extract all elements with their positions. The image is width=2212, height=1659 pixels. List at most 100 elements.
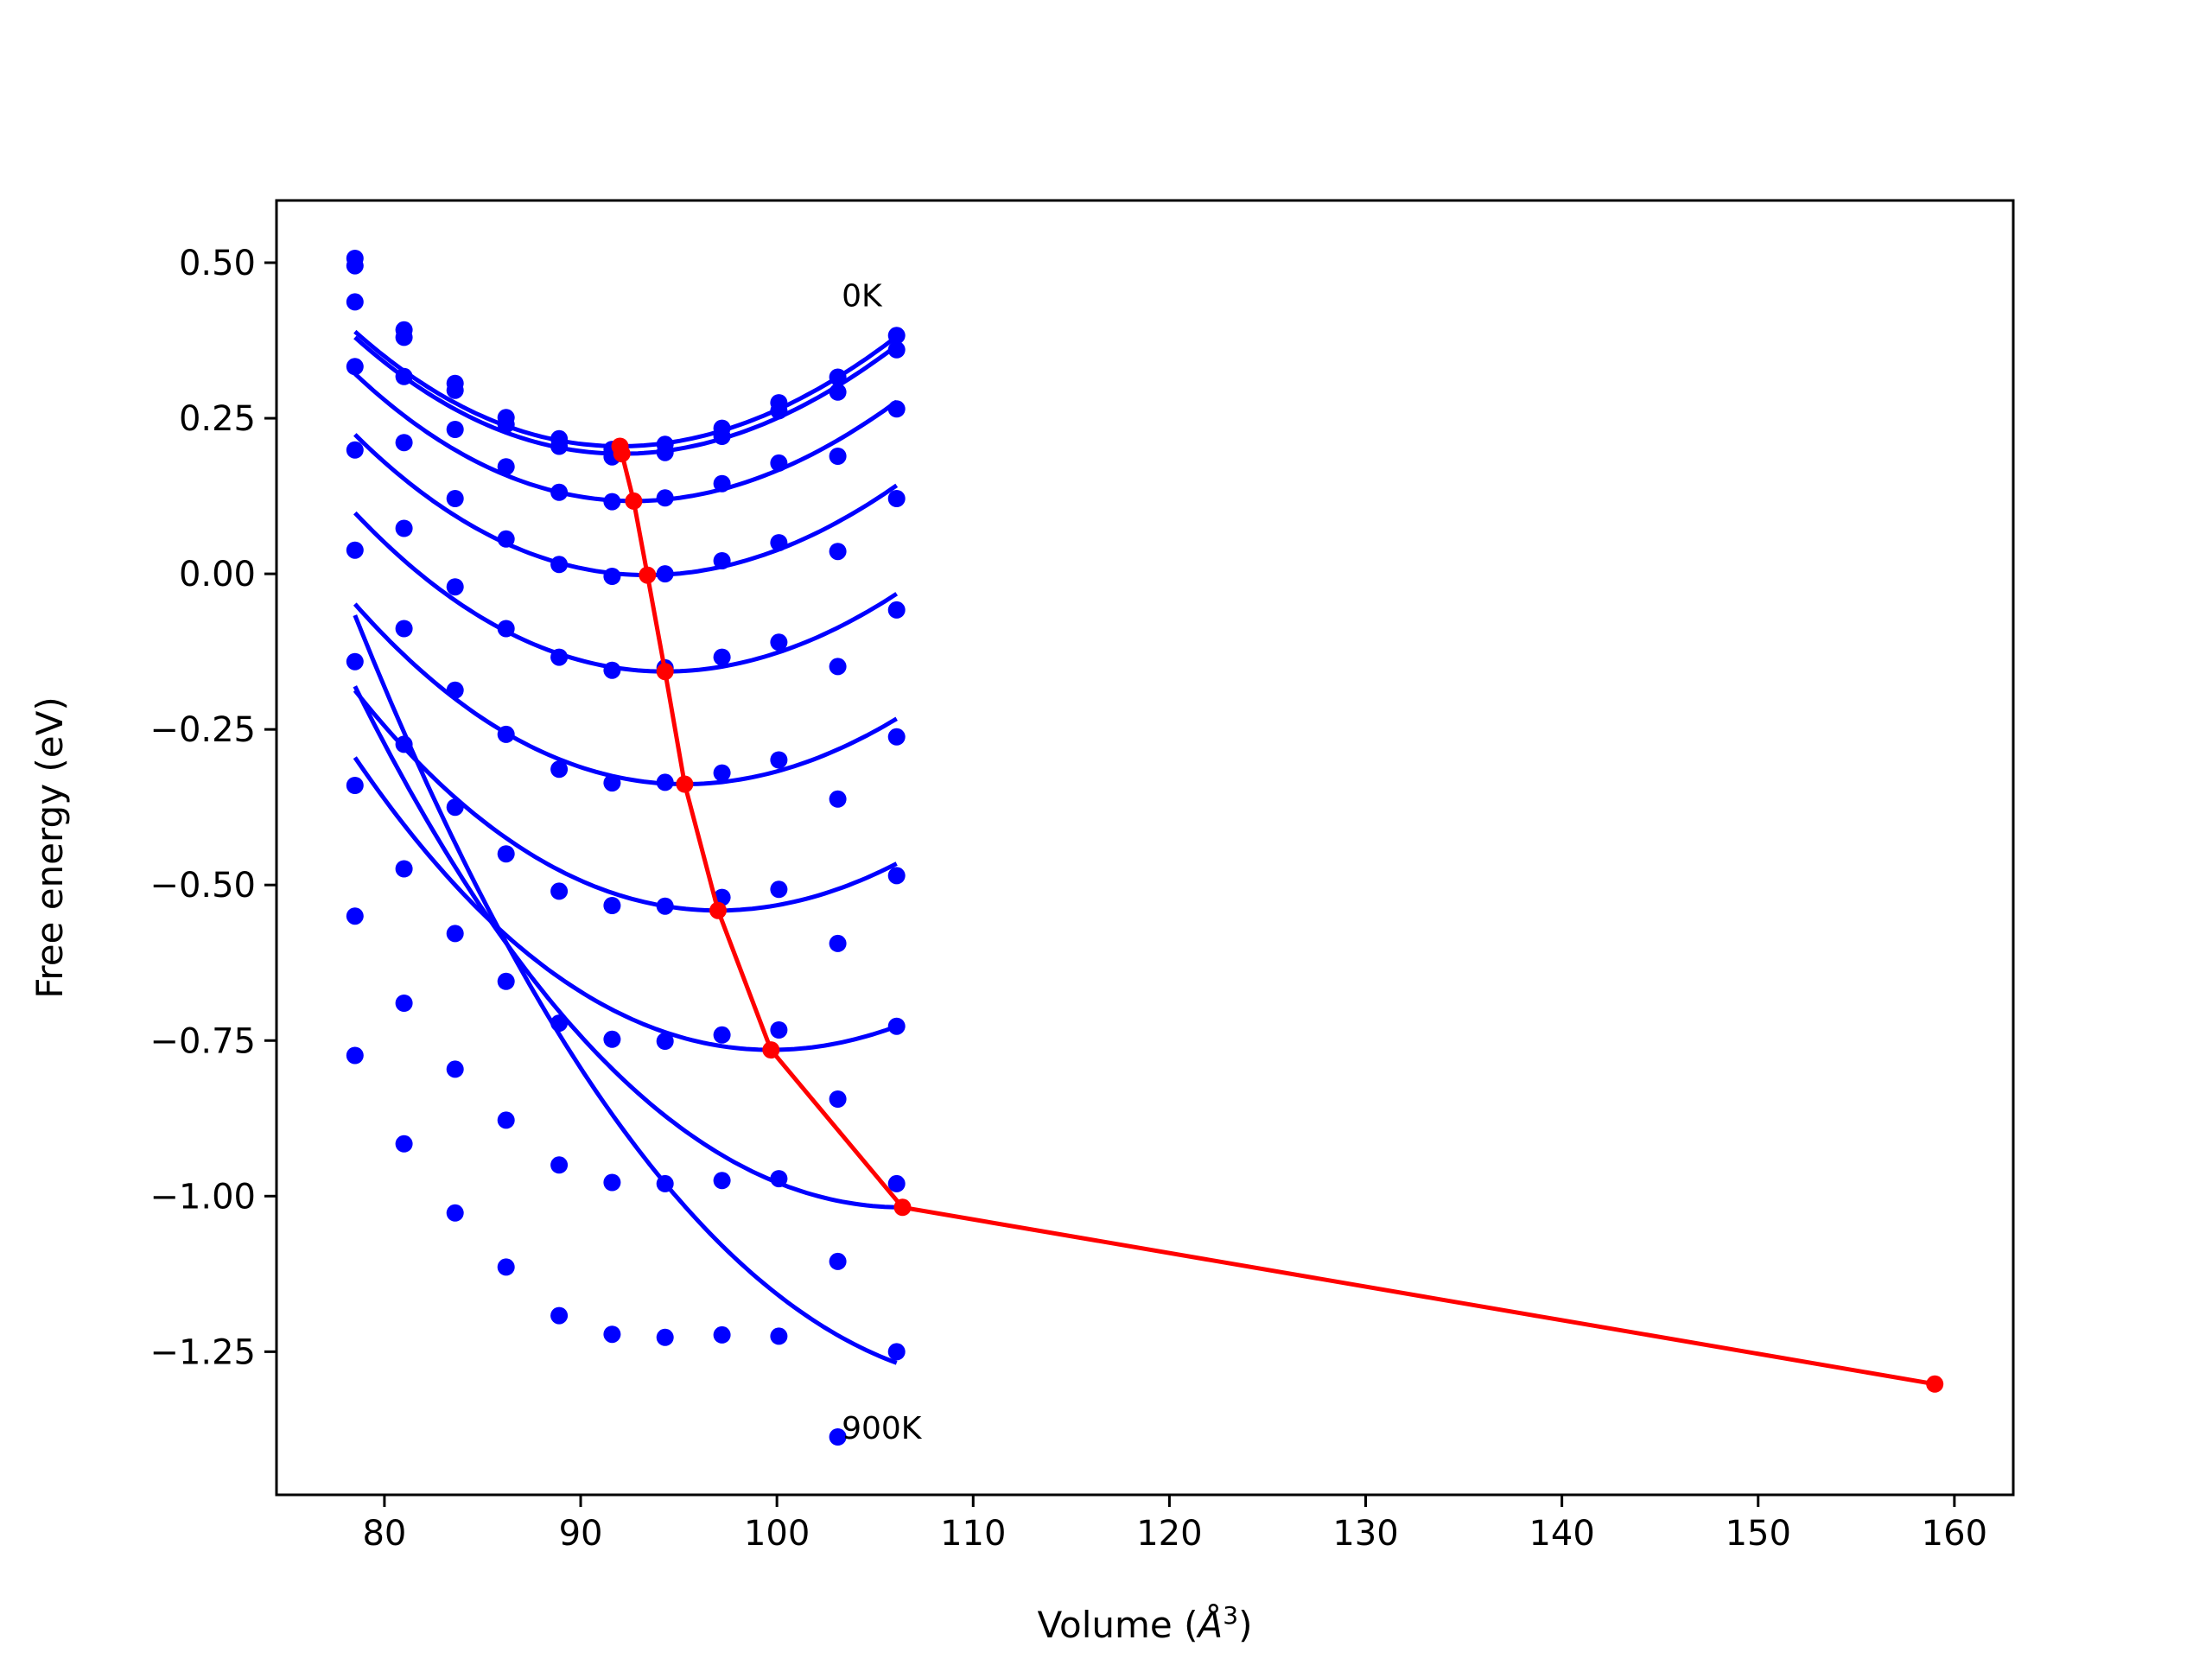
data-point-8-7: [713, 1172, 731, 1190]
data-point-5-4: [550, 760, 569, 779]
data-point-2-8: [770, 454, 788, 472]
y-tick-label-2: 0.00: [179, 555, 256, 594]
annotation-1: 900K: [842, 1411, 923, 1446]
data-point-1-10: [887, 340, 906, 359]
data-point-2-3: [497, 458, 515, 476]
data-point-6-0: [346, 652, 364, 671]
data-point-6-5: [603, 897, 621, 914]
data-point-9-10: [887, 1343, 906, 1361]
x-axis-label-text: Volume (: [1038, 1604, 1198, 1646]
data-point-8-9: [829, 1252, 847, 1270]
x-tick-label-3: 110: [940, 1514, 1006, 1554]
data-point-8-5: [603, 1173, 621, 1192]
data-point-4-10: [887, 601, 906, 619]
data-point-7-10: [887, 1017, 906, 1035]
data-point-8-6: [656, 1174, 674, 1192]
minimum-line: [611, 437, 1944, 1393]
data-point-4-8: [770, 633, 788, 652]
data-point-2-2: [446, 421, 464, 438]
data-point-9-9: [829, 1428, 847, 1446]
data-point-2-6: [656, 489, 674, 507]
data-point-5-7: [713, 764, 731, 782]
data-point-9-4: [550, 1306, 569, 1325]
x-tick-label-1: 90: [559, 1514, 603, 1554]
data-point-4-1: [395, 519, 413, 537]
data-point-8-2: [446, 1060, 464, 1078]
data-point-4-5: [603, 661, 621, 679]
annotations: 0K 900K: [842, 278, 923, 1446]
y-tick-label-6: −1.00: [149, 1177, 256, 1217]
data-point-8-4: [550, 1156, 569, 1174]
x-axis-label: Volume (Å3): [1038, 1601, 1253, 1646]
data-point-3-5: [603, 568, 621, 585]
data-point-1-3: [497, 416, 515, 434]
minimum-point-6: [709, 901, 727, 919]
data-point-7-8: [770, 1021, 788, 1039]
data-point-1-7: [713, 428, 731, 445]
data-point-9-0: [346, 1046, 364, 1065]
data-point-7-5: [603, 1030, 621, 1048]
x-tick-label-0: 80: [362, 1514, 406, 1554]
data-point-3-8: [770, 534, 788, 552]
data-point-5-3: [497, 725, 515, 743]
x-tick-label-8: 160: [1922, 1514, 1987, 1554]
data-point-3-4: [550, 556, 569, 574]
data-point-4-0: [346, 441, 364, 459]
data-points: [346, 250, 906, 1446]
x-axis-ticks: 80 90 100 110 120 130 140 150 160: [362, 1495, 1987, 1554]
data-point-5-0: [346, 541, 364, 559]
data-point-7-9: [829, 1090, 847, 1108]
data-point-8-3: [497, 1111, 515, 1129]
fit-curve-3: [353, 433, 899, 577]
minimum-point-2: [625, 492, 643, 510]
x-axis-label-exponent: 3: [1223, 1601, 1238, 1630]
fit-curves: [353, 329, 899, 1365]
fit-curve-4: [353, 511, 899, 674]
data-point-6-1: [395, 735, 413, 753]
x-tick-label-7: 150: [1726, 1514, 1791, 1554]
data-point-6-10: [887, 867, 906, 885]
data-point-8-8: [770, 1170, 788, 1188]
data-point-7-3: [497, 972, 515, 990]
data-point-7-4: [550, 1014, 569, 1033]
minimum-point-9: [1926, 1375, 1944, 1393]
data-point-3-10: [887, 490, 906, 507]
minimum-point-3: [639, 566, 657, 584]
data-point-5-5: [603, 774, 621, 792]
data-point-8-10: [887, 1174, 906, 1192]
data-point-3-1: [395, 434, 413, 452]
fit-curve-8: [353, 685, 897, 1210]
data-point-2-1: [395, 367, 413, 385]
data-point-6-9: [829, 934, 847, 952]
data-point-5-2: [446, 681, 464, 699]
data-point-1-6: [656, 443, 674, 461]
data-point-5-10: [887, 728, 906, 746]
data-point-9-2: [446, 1204, 464, 1222]
data-point-2-4: [550, 483, 569, 501]
data-point-0-9: [829, 368, 847, 386]
minimum-point-4: [656, 663, 674, 681]
y-tick-label-1: 0.25: [179, 399, 256, 439]
data-point-7-0: [346, 777, 364, 794]
y-tick-label-5: −0.75: [149, 1021, 256, 1061]
data-point-4-7: [713, 648, 731, 666]
data-point-8-1: [395, 995, 413, 1012]
minimum-point-1: [613, 445, 631, 463]
data-point-6-2: [446, 798, 464, 817]
annotation-0: 0K: [842, 278, 883, 314]
data-point-4-2: [446, 578, 464, 596]
data-point-1-4: [550, 437, 569, 455]
data-point-6-6: [656, 897, 674, 915]
data-point-2-0: [346, 293, 364, 311]
data-point-0-10: [887, 327, 906, 345]
x-tick-label-5: 130: [1332, 1514, 1398, 1554]
data-point-4-4: [550, 648, 569, 666]
minimum-point-8: [893, 1198, 912, 1217]
y-tick-label-4: −0.50: [149, 866, 256, 906]
minimum-polyline: [618, 445, 1936, 1387]
data-point-9-8: [770, 1327, 788, 1345]
data-point-1-9: [829, 383, 847, 401]
data-point-7-2: [446, 925, 464, 943]
